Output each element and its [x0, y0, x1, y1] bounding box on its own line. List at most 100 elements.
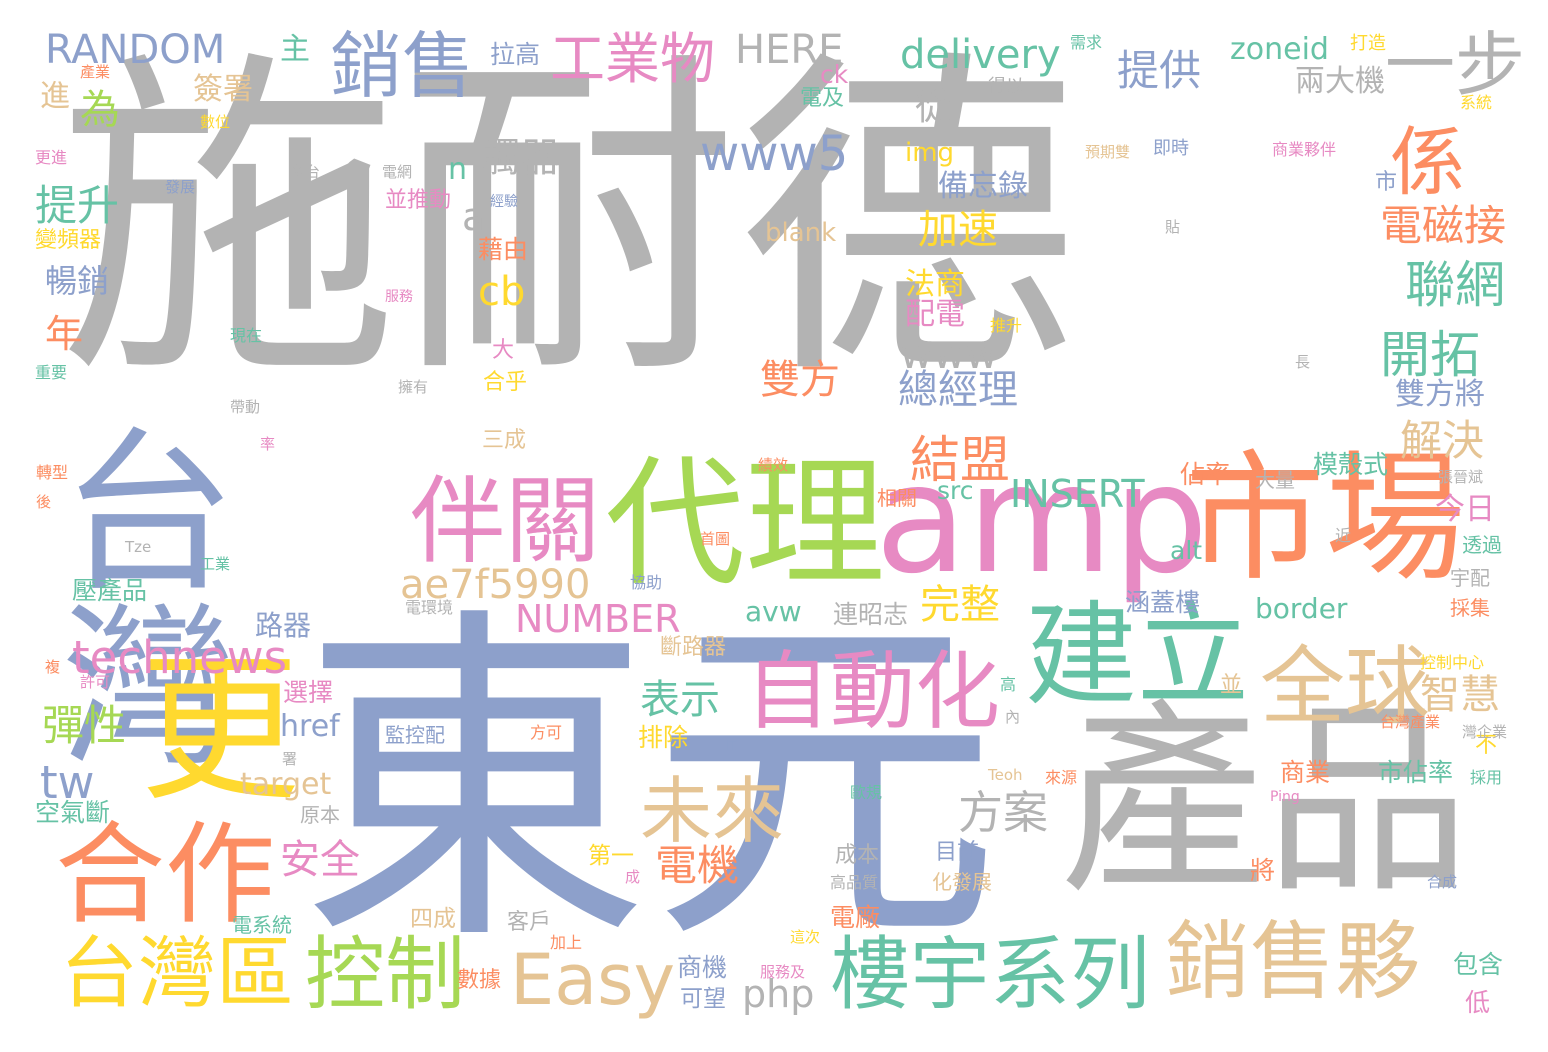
word-develop: 開拓 [1380, 326, 1480, 384]
word-src: src [937, 476, 974, 505]
word-french-company: 法商 [905, 267, 965, 302]
word-partner: 伴關 [410, 467, 601, 577]
word-border: border [1255, 592, 1348, 625]
word-only-then: 方可 [530, 723, 563, 742]
word-originally: 原本 [300, 803, 340, 827]
word-teco: 東元 [300, 579, 1000, 987]
word-rate: 率 [260, 435, 276, 453]
word-business-partner: 商業夥伴 [1272, 140, 1337, 159]
word-www5: www5 [700, 126, 849, 182]
word-taiwan-industry: 台灣產業 [1380, 713, 1441, 731]
word-for: 為 [80, 87, 120, 133]
word-share: 佔率 [1180, 460, 1231, 489]
word-complex: 複 [45, 658, 61, 676]
word-zhang-jin-bin: 張晉斌 [1438, 468, 1484, 486]
word-related: 相關 [877, 486, 917, 510]
word-img: img [905, 138, 955, 168]
word-contactor: 觸器 [480, 135, 560, 181]
word-european-standard: 歐規 [850, 783, 883, 802]
word-city: 市 [1375, 170, 1398, 195]
word-permit: 許可 [80, 673, 111, 691]
word-now: 現在 [230, 326, 263, 345]
word-cooperation: 合作 [55, 811, 275, 939]
word-express: 表示 [640, 677, 720, 723]
word-promote: 並推動 [385, 188, 452, 213]
word-best-selling: 暢銷 [45, 262, 110, 300]
word-insert: INSERT [1010, 472, 1145, 516]
word-power-system: 電系統 [232, 913, 292, 937]
word-high-quality: 高品質 [830, 873, 879, 892]
word-inside: 內 [1005, 708, 1021, 726]
word-both-will: 雙方將 [1395, 377, 1485, 412]
word-choose: 選擇 [283, 678, 334, 707]
word-amp: amp [875, 433, 1209, 607]
word-blank: blank [765, 218, 837, 248]
word-motor: 電機 [655, 841, 740, 890]
word-enhance: 提升 [35, 181, 120, 230]
word-both-parties: 雙方 [760, 357, 840, 403]
word-digital: 數位 [200, 113, 231, 131]
word-future: 未來 [640, 769, 785, 853]
word-technews: technews [72, 631, 288, 684]
word-source: 來源 [1045, 768, 1078, 787]
word-ping: Ping [1270, 789, 1300, 805]
word-flexibility: 彈性 [42, 701, 127, 750]
word-office: 署 [282, 750, 298, 768]
word-air-circuit-breaker: 空氣斷 [35, 798, 111, 827]
word-solution: 解決 [1400, 416, 1485, 465]
word-from: 從 [915, 87, 952, 128]
word-today: 今日 [1435, 492, 1495, 527]
word-products: 產品 [1060, 683, 1470, 921]
word-boost: 推升 [990, 316, 1023, 335]
word-expected-both: 預期雙 [1085, 143, 1131, 161]
word-covering-building: 涵蓋樓 [1125, 588, 1201, 617]
word-large-quantity: 大量 [1255, 468, 1295, 492]
word-schneider: 施耐德 [58, 24, 1078, 420]
word-real-time: 即時 [1153, 138, 1189, 159]
word-tw: tw [40, 756, 95, 809]
word-near: 近 [1335, 526, 1352, 545]
word-www: www [900, 332, 999, 378]
word-cover-image: 首圖 [700, 530, 731, 548]
word-tze: Tze [125, 538, 152, 556]
word-market-share: 市佔率 [1378, 758, 1454, 787]
word-year: 年 [45, 312, 84, 356]
word-services-and: 服務及 [760, 963, 806, 981]
word-transformation: 轉型 [36, 463, 69, 482]
word-router: 路器 [255, 609, 312, 642]
word-drive: 帶動 [230, 398, 261, 416]
word-service: 服務 [385, 289, 413, 305]
word-sales-partner: 銷售夥 [1165, 913, 1421, 1012]
word-cost: 成本 [835, 843, 880, 868]
word-memorandum: 備忘錄 [938, 169, 1028, 204]
word-development: 化發展 [932, 870, 992, 894]
word-it: IT [725, 739, 737, 754]
word-after: 後 [36, 493, 52, 511]
word-php: php [742, 972, 815, 1016]
word-industry: 工業 [200, 555, 231, 573]
word-close-to: 貼 [1165, 218, 1181, 236]
word-data: 數據 [457, 968, 502, 993]
word-big: 大 [492, 338, 515, 363]
word-two-giants: 兩大機 [1295, 64, 1385, 99]
word-sales: 銷售 [330, 24, 475, 108]
word-power-plant: 電廠 [830, 903, 881, 932]
word-molded-case: 模殼式 [1313, 450, 1389, 479]
word-zoneid: zoneid [1230, 32, 1329, 67]
word-industrial-iot: 工業物 [550, 27, 716, 91]
word-n: n [448, 152, 468, 187]
word-customer: 客戶 [507, 910, 552, 935]
word-sign: 簽署 [193, 72, 253, 107]
word-collect: 採集 [1450, 596, 1490, 620]
word-taiwan: 台灣 [31, 420, 234, 770]
word-adopt: 採用 [1470, 768, 1503, 787]
word-cheng: 成 [625, 868, 641, 886]
word-and: 並 [1220, 673, 1243, 698]
word-teoh: Teoh [988, 766, 1023, 784]
word-market: 市場 [1185, 438, 1466, 601]
word-networking: 聯網 [1405, 256, 1505, 314]
word-comply: 合乎 [483, 370, 528, 395]
word-multiple: 多台 [290, 163, 321, 181]
word-exclude: 排除 [638, 723, 689, 752]
word-automation: 自動化 [745, 643, 1001, 742]
